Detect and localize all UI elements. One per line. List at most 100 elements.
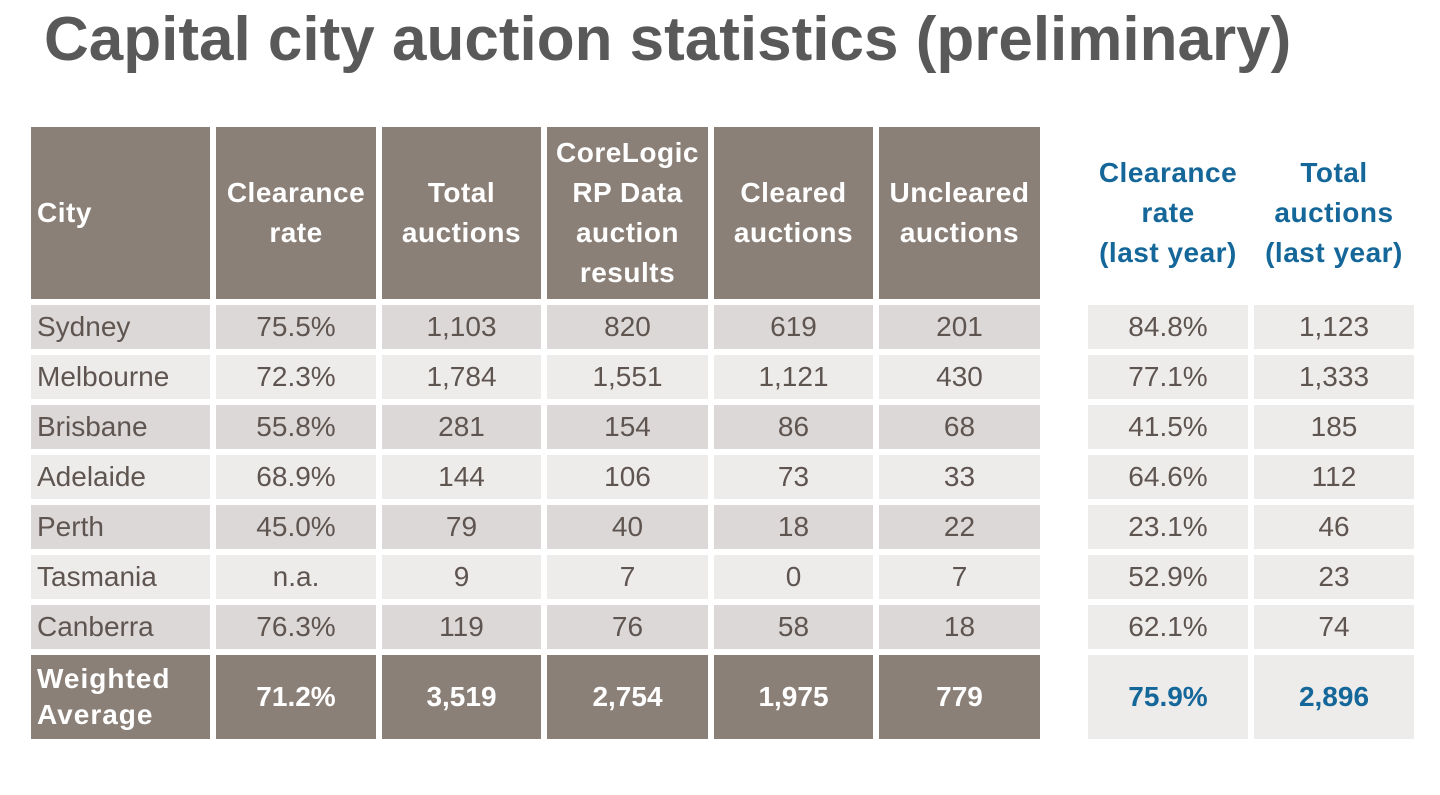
clearance-rate-cell: 76.3% <box>216 605 376 649</box>
header-line: (last year) <box>1099 237 1237 268</box>
page-title: Capital city auction statistics (prelimi… <box>44 5 1292 74</box>
results-cell: 7 <box>547 555 708 599</box>
header-city-label: City <box>37 197 92 228</box>
weighted-average-row: 75.9% 2,896 <box>1088 655 1414 739</box>
total-auctions-last-year-cell: 1,333 <box>1254 355 1414 399</box>
header-line: CoreLogic <box>556 137 699 168</box>
header-line: Uncleared <box>889 177 1030 208</box>
results-cell: 76 <box>547 605 708 649</box>
total-auctions-last-year-cell: 112 <box>1254 455 1414 499</box>
table-body: Sydney 75.5% 1,103 820 619 201 Melbourne 72.3% 1… <box>31 305 1040 739</box>
total-auctions-cell: 281 <box>382 405 541 449</box>
clearance-rate-last-year-cell: 41.5% <box>1088 405 1248 449</box>
header-line: auction <box>575 217 680 248</box>
cleared-cell: 1,121 <box>714 355 873 399</box>
header-line: RP Data <box>572 177 683 208</box>
clearance-rate-last-year-cell: 77.1% <box>1088 355 1248 399</box>
header-line: auctions <box>733 217 854 248</box>
weighted-results-cell: 2,754 <box>547 655 708 739</box>
results-cell: 1,551 <box>547 355 708 399</box>
header-line: auctions <box>401 217 522 248</box>
weighted-uncleared-cell: 779 <box>879 655 1040 739</box>
header-clearance-rate-last-year: Clearance rate (last year) <box>1088 127 1248 299</box>
table-body: 84.8% 1,123 77.1% 1,333 41.5% 185 64.6% 112 23.1… <box>1088 305 1414 739</box>
header-line: Clearance <box>226 177 366 208</box>
uncleared-cell: 68 <box>879 405 1040 449</box>
header-line: Total <box>1300 157 1368 188</box>
cleared-cell: 58 <box>714 605 873 649</box>
table-row: 77.1% 1,333 <box>1088 355 1414 399</box>
cleared-cell: 86 <box>714 405 873 449</box>
clearance-rate-last-year-cell: 84.8% <box>1088 305 1248 349</box>
last-year-table: Clearance rate (last year) Total auction… <box>1082 121 1420 745</box>
clearance-rate-cell: 45.0% <box>216 505 376 549</box>
label-line: Weighted <box>37 663 171 694</box>
results-cell: 106 <box>547 455 708 499</box>
header-line: Total <box>427 177 496 208</box>
city-cell: Tasmania <box>31 555 210 599</box>
table-row: 23.1% 46 <box>1088 505 1414 549</box>
table-row: Tasmania n.a. 9 7 0 7 <box>31 555 1040 599</box>
table-row: Sydney 75.5% 1,103 820 619 201 <box>31 305 1040 349</box>
city-cell: Melbourne <box>31 355 210 399</box>
clearance-rate-cell: 75.5% <box>216 305 376 349</box>
cleared-cell: 619 <box>714 305 873 349</box>
header-line: auctions <box>1274 197 1394 228</box>
total-auctions-cell: 119 <box>382 605 541 649</box>
uncleared-cell: 201 <box>879 305 1040 349</box>
table-row: Adelaide 68.9% 144 106 73 33 <box>31 455 1040 499</box>
weighted-clearance-rate-cell: 71.2% <box>216 655 376 739</box>
clearance-rate-cell: 72.3% <box>216 355 376 399</box>
header-line: Clearance <box>1098 157 1238 188</box>
table-row: 41.5% 185 <box>1088 405 1414 449</box>
weighted-total-auctions-cell: 3,519 <box>382 655 541 739</box>
clearance-rate-cell: n.a. <box>216 555 376 599</box>
clearance-rate-last-year-cell: 23.1% <box>1088 505 1248 549</box>
uncleared-cell: 33 <box>879 455 1040 499</box>
table-row: 62.1% 74 <box>1088 605 1414 649</box>
results-cell: 820 <box>547 305 708 349</box>
header-cleared-auctions: Cleared auctions <box>714 127 873 299</box>
uncleared-cell: 18 <box>879 605 1040 649</box>
header-line: rate <box>269 217 323 248</box>
cleared-cell: 73 <box>714 455 873 499</box>
weighted-cleared-cell: 1,975 <box>714 655 873 739</box>
header-total-auctions: Total auctions <box>382 127 541 299</box>
city-cell: Perth <box>31 505 210 549</box>
total-auctions-last-year-cell: 46 <box>1254 505 1414 549</box>
city-cell: Sydney <box>31 305 210 349</box>
uncleared-cell: 7 <box>879 555 1040 599</box>
header-line: results <box>579 257 676 288</box>
total-auctions-cell: 79 <box>382 505 541 549</box>
total-auctions-cell: 144 <box>382 455 541 499</box>
table-row: 52.9% 23 <box>1088 555 1414 599</box>
total-auctions-last-year-cell: 1,123 <box>1254 305 1414 349</box>
city-cell: Canberra <box>31 605 210 649</box>
uncleared-cell: 430 <box>879 355 1040 399</box>
header-corelogic-results: CoreLogic RP Data auction results <box>547 127 708 299</box>
weighted-total-auctions-last-year-cell: 2,896 <box>1254 655 1414 739</box>
clearance-rate-last-year-cell: 64.6% <box>1088 455 1248 499</box>
table-row: Canberra 76.3% 119 76 58 18 <box>31 605 1040 649</box>
total-auctions-cell: 1,103 <box>382 305 541 349</box>
table-row: Perth 45.0% 79 40 18 22 <box>31 505 1040 549</box>
header-line: rate <box>1141 197 1195 228</box>
city-cell: Brisbane <box>31 405 210 449</box>
cleared-cell: 0 <box>714 555 873 599</box>
header-line: Cleared <box>740 177 847 208</box>
weighted-clearance-rate-last-year-cell: 75.9% <box>1088 655 1248 739</box>
table-row: Brisbane 55.8% 281 154 86 68 <box>31 405 1040 449</box>
total-auctions-last-year-cell: 74 <box>1254 605 1414 649</box>
total-auctions-cell: 9 <box>382 555 541 599</box>
header-line: auctions <box>899 217 1020 248</box>
cleared-cell: 18 <box>714 505 873 549</box>
label-line: Average <box>37 699 154 730</box>
header-uncleared-auctions: Uncleared auctions <box>879 127 1040 299</box>
table-row: 84.8% 1,123 <box>1088 305 1414 349</box>
header-row: City Clearance rate Total auctions CoreL… <box>31 127 1040 299</box>
results-cell: 40 <box>547 505 708 549</box>
header-row: Clearance rate (last year) Total auction… <box>1088 127 1414 299</box>
uncleared-cell: 22 <box>879 505 1040 549</box>
table-row: Melbourne 72.3% 1,784 1,551 1,121 430 <box>31 355 1040 399</box>
clearance-rate-last-year-cell: 62.1% <box>1088 605 1248 649</box>
